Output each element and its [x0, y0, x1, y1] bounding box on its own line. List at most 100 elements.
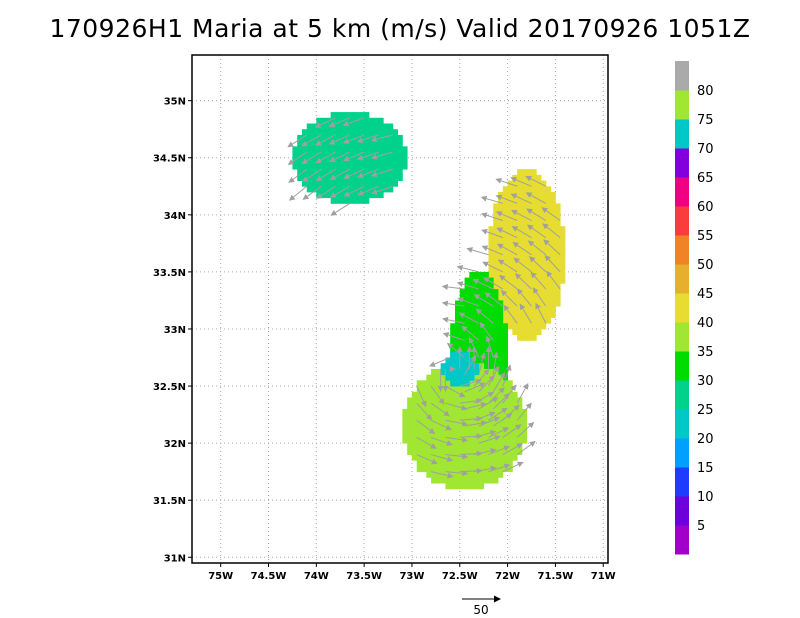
wind-vector — [484, 292, 504, 307]
wind-cell — [517, 266, 523, 273]
wind-cell — [445, 477, 451, 484]
wind-cell — [521, 289, 528, 296]
wind-cell — [464, 477, 470, 484]
wind-cell — [464, 391, 470, 398]
wind-cell — [498, 357, 504, 364]
wind-cell — [498, 203, 504, 210]
wind-cell — [416, 443, 422, 450]
y-tick-label: 35N — [164, 97, 186, 108]
wind-cell — [555, 289, 561, 296]
wind-cell — [545, 243, 552, 250]
wind-cell — [325, 140, 332, 147]
wind-cell — [330, 186, 336, 193]
wind-cell — [507, 443, 513, 450]
wind-cell — [493, 454, 499, 461]
wind-cell — [359, 169, 365, 176]
wind-cell — [321, 157, 327, 164]
wind-cell — [454, 471, 461, 478]
wind-cell — [349, 123, 355, 130]
wind-vector — [464, 402, 487, 410]
wind-vector — [488, 463, 511, 473]
wind-cell — [450, 460, 456, 467]
wind-cell — [469, 471, 475, 478]
wind-cell — [306, 174, 312, 181]
wind-cell — [478, 408, 485, 415]
wind-cell — [435, 454, 442, 461]
wind-cell — [498, 334, 504, 341]
wind-cell — [383, 123, 389, 130]
wind-cell — [459, 346, 465, 353]
wind-cell — [502, 368, 508, 376]
wind-cell — [512, 289, 518, 296]
wind-cell — [469, 420, 475, 427]
wind-cell — [483, 426, 489, 433]
y-tick-label: 31.5N — [153, 496, 186, 507]
wind-cell — [469, 374, 475, 381]
wind-cell — [426, 420, 432, 427]
y-tick-label: 32.5N — [153, 382, 186, 393]
wind-cell — [459, 408, 465, 415]
wind-cell — [555, 277, 561, 284]
wind-cell — [483, 477, 489, 484]
wind-cell — [354, 180, 360, 187]
wind-cell — [493, 283, 499, 290]
wind-cell — [545, 197, 552, 204]
wind-cell — [555, 271, 561, 279]
wind-cell — [507, 397, 513, 404]
wind-cell — [541, 226, 547, 233]
x-tick-label: 72W — [495, 571, 520, 582]
wind-cell — [464, 483, 470, 490]
wind-cell — [536, 311, 542, 318]
wind-cell — [469, 397, 475, 404]
wind-cell — [512, 260, 518, 267]
wind-vector — [445, 419, 469, 427]
wind-cell — [521, 426, 528, 433]
colorbar-label: 5 — [697, 519, 705, 534]
wind-cell — [311, 140, 317, 147]
wind-cell — [383, 180, 389, 187]
wind-cell — [459, 374, 465, 381]
wind-cell — [407, 443, 413, 450]
wind-cell — [297, 134, 303, 142]
wind-vector — [488, 365, 499, 387]
wind-cell — [306, 140, 312, 147]
wind-cell — [311, 174, 317, 181]
wind-cell — [512, 431, 518, 438]
wind-cell — [474, 317, 480, 324]
wind-cell — [445, 368, 451, 376]
wind-cell — [445, 483, 451, 490]
wind-cell — [316, 169, 322, 176]
wind-cell — [560, 231, 566, 239]
wind-cell — [431, 408, 437, 415]
wind-cell — [407, 403, 413, 410]
wind-cell — [555, 226, 561, 233]
wind-cell — [388, 169, 394, 176]
wind-cell — [349, 112, 355, 119]
wind-cell — [435, 403, 442, 410]
wind-vector — [461, 325, 480, 341]
wind-cell — [392, 157, 399, 164]
wind-cell — [507, 426, 513, 433]
wind-cell — [349, 174, 355, 181]
colorbar-swatch — [675, 206, 689, 236]
wind-cell — [526, 306, 532, 313]
wind-cell — [464, 448, 470, 455]
wind-cell — [464, 306, 470, 313]
wind-cell — [373, 146, 379, 153]
wind-cell — [502, 237, 508, 244]
wind-cell — [521, 334, 528, 341]
wind-vector — [445, 470, 469, 477]
wind-cell — [526, 197, 532, 204]
wind-cell — [545, 289, 552, 296]
wind-vector — [329, 168, 351, 180]
wind-cell — [383, 140, 389, 147]
wind-cell — [388, 123, 394, 130]
wind-cell — [550, 237, 556, 244]
wind-cell — [450, 420, 456, 427]
wind-cell — [517, 180, 523, 187]
wind-cell — [488, 368, 494, 376]
wind-cell — [488, 277, 494, 284]
wind-cell — [536, 180, 542, 187]
wind-cell — [321, 152, 327, 159]
wind-vector — [301, 168, 322, 182]
